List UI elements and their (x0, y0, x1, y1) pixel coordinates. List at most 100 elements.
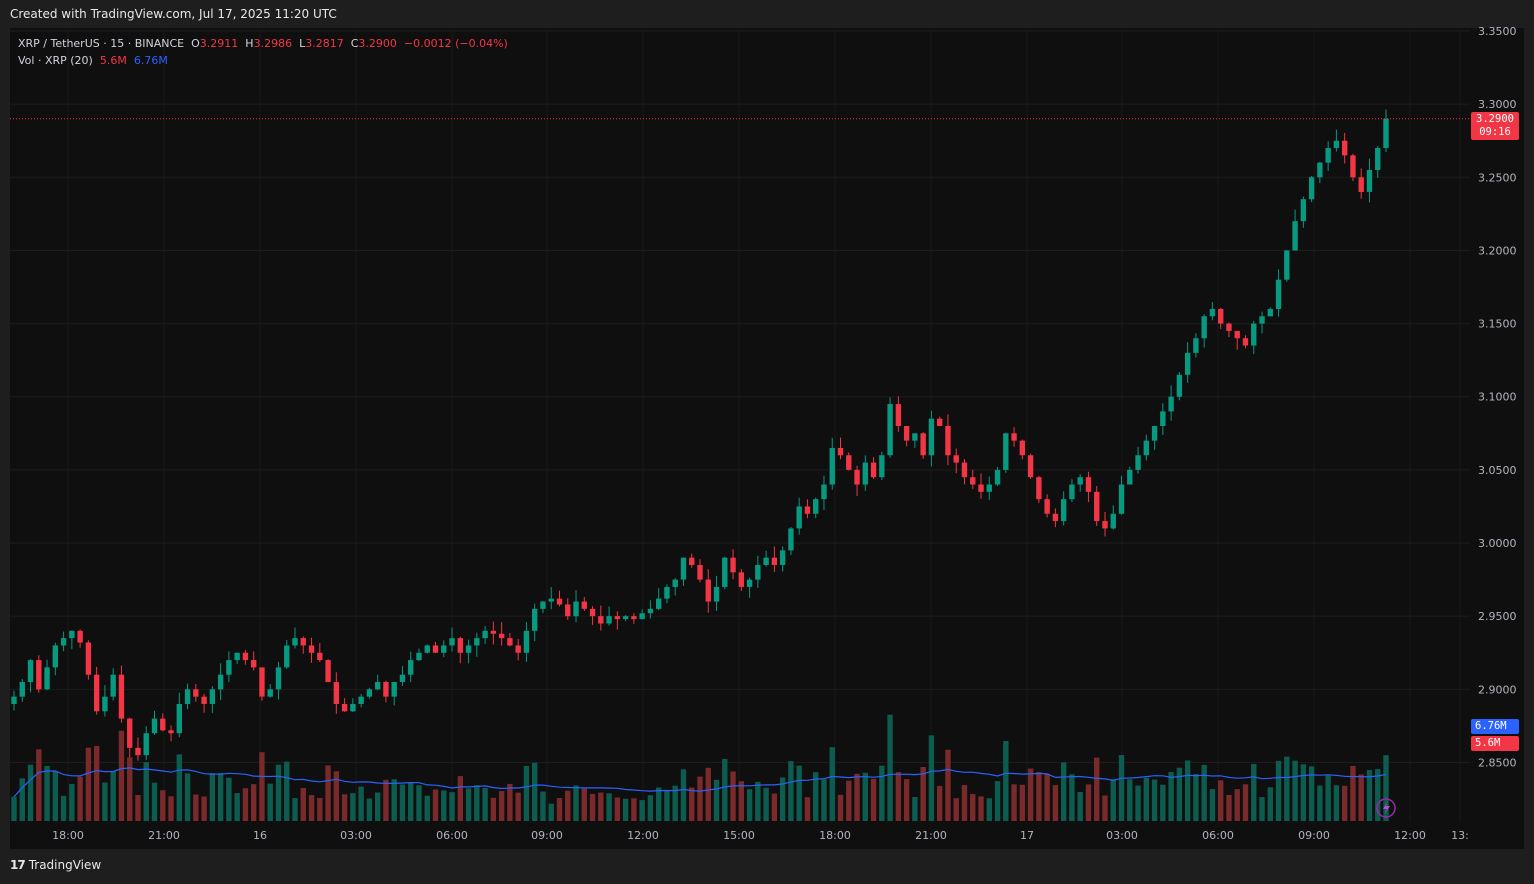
candle-body (160, 718, 166, 731)
y-tick-label: 3.3000 (1478, 98, 1517, 111)
candle-body (284, 645, 290, 668)
volume-bar (1317, 785, 1323, 821)
candle-body (127, 718, 133, 748)
volume-bar (449, 792, 455, 821)
candle-body (1110, 513, 1116, 529)
volume-bar (1300, 764, 1307, 821)
volume-bar (854, 773, 860, 821)
volume-bar (1209, 789, 1216, 821)
candle-body (1060, 499, 1067, 522)
volume-bar (19, 778, 25, 821)
candle-body (755, 564, 761, 580)
volume-bar (234, 793, 240, 821)
volume-bar (837, 794, 844, 821)
candle-body (1358, 177, 1364, 192)
volume-bar (1242, 784, 1249, 821)
volume-bar (763, 787, 769, 821)
volume-bar (110, 771, 116, 821)
candle-body (275, 667, 282, 690)
volume-bar (77, 776, 83, 821)
candle-body (614, 616, 621, 620)
candle-body (631, 616, 637, 620)
volume-bar (796, 765, 802, 821)
candle-body (151, 718, 158, 734)
volume-bar (1011, 784, 1017, 821)
volume-bar (1102, 795, 1108, 821)
candle-body (60, 638, 67, 646)
volume-bar (821, 779, 827, 821)
candle-body (358, 696, 364, 704)
x-tick-label: 12:00 (627, 829, 659, 842)
volume-bar (937, 785, 943, 821)
candle-body (829, 447, 835, 485)
volume-bar (85, 747, 92, 821)
candle-body (1242, 338, 1249, 346)
x-tick-label: 03:00 (1106, 829, 1138, 842)
candle-body (697, 564, 703, 580)
candle-body (565, 604, 571, 617)
volume-bar (705, 767, 711, 821)
candle-body (1350, 155, 1356, 178)
symbol-label[interactable]: XRP / TetherUS · 15 · BINANCE (18, 37, 185, 50)
candle-body (374, 682, 381, 690)
volume-bar (846, 780, 852, 821)
candle-body (680, 557, 687, 580)
x-tick-label: 15:00 (723, 829, 755, 842)
bottom-bar (0, 849, 1534, 884)
volume-bar (102, 782, 108, 821)
volume-bar (655, 787, 662, 821)
volume-bar (556, 797, 563, 821)
y-tick-label: 3.2000 (1478, 244, 1517, 257)
candle-body (1341, 140, 1348, 156)
volume-tag: 5.6M (1471, 736, 1519, 751)
candle-body (143, 733, 149, 756)
x-tick-label: 06:00 (436, 829, 468, 842)
volume-bar (1259, 797, 1265, 821)
volume-bar (176, 754, 182, 821)
candle-body (1027, 455, 1034, 478)
candle-body (804, 506, 811, 514)
candle-body (606, 616, 612, 624)
candle-body (11, 696, 17, 704)
candle-body (1168, 396, 1174, 412)
candle-body (540, 601, 546, 609)
candle-body (317, 652, 323, 661)
volume-bar (813, 772, 819, 821)
volume-bar (135, 794, 141, 821)
candle-body (1160, 411, 1166, 426)
y-tick-label: 2.8500 (1478, 756, 1517, 769)
candle-body (1317, 162, 1323, 178)
x-tick-label: 09:00 (1298, 829, 1330, 842)
chart-pane[interactable] (10, 28, 1524, 849)
candle-body (1102, 521, 1108, 529)
volume-bar (829, 747, 835, 821)
candle-body (399, 674, 406, 683)
volume-bar (1383, 755, 1389, 821)
volume-bar (515, 792, 521, 821)
candle-body (1011, 433, 1017, 441)
volume-bar (366, 798, 373, 821)
x-tick-label: 21:00 (915, 829, 947, 842)
candle-body (978, 484, 984, 492)
candle-body (1226, 323, 1232, 331)
y-tick-label: 3.1500 (1478, 318, 1517, 331)
candle-body (85, 642, 92, 675)
candle-body (895, 404, 902, 426)
candle-body (102, 696, 108, 712)
volume-bar (961, 785, 968, 821)
volume-bar (565, 790, 571, 821)
volume-label[interactable]: Vol · XRP (20) (18, 54, 93, 67)
volume-bar (713, 779, 720, 821)
candle-body (1069, 484, 1075, 500)
tradingview-brand[interactable]: 17 TradingView (10, 858, 101, 872)
candle-body (1267, 308, 1273, 317)
tradingview-logo-icon: 17 (10, 858, 26, 872)
volume-bar (507, 783, 513, 821)
candle-body (1251, 323, 1257, 346)
legend-price-row: XRP / TetherUS · 15 · BINANCE O3.2911 H3… (18, 35, 508, 52)
candle-body (1300, 199, 1307, 222)
candle-body (920, 433, 926, 456)
volume-bar (118, 730, 125, 821)
candle-body (366, 689, 373, 697)
